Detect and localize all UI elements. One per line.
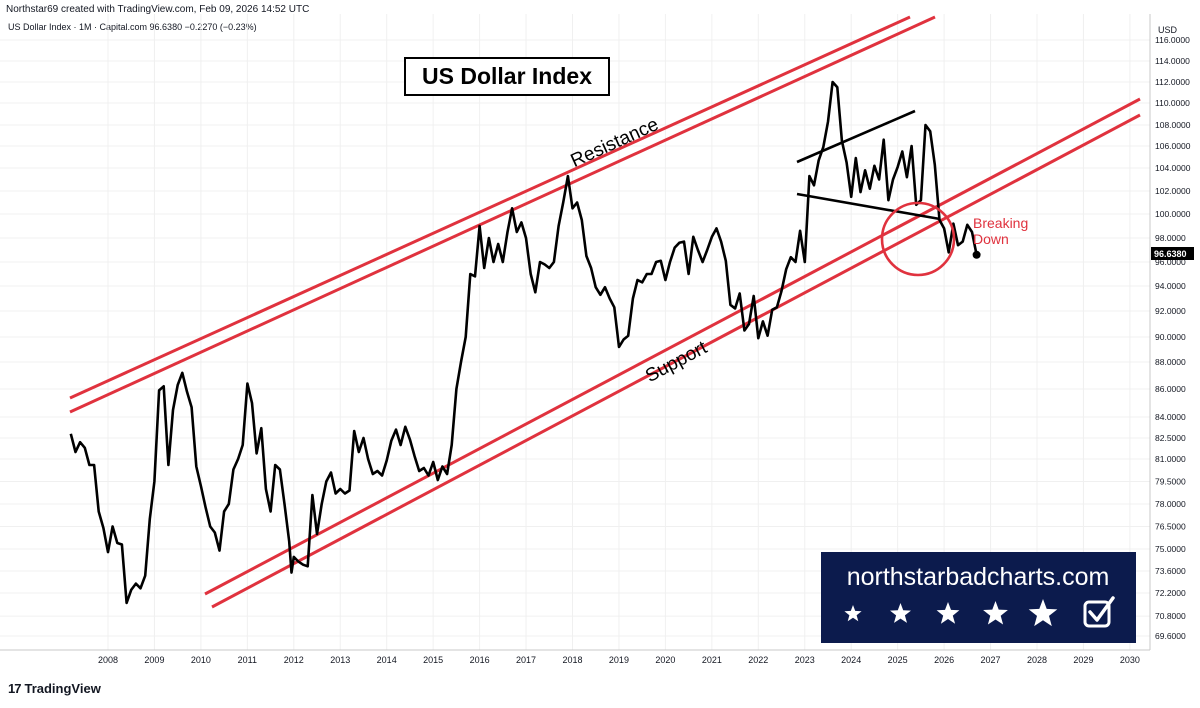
y-tick-label: 98.0000 — [1155, 233, 1186, 243]
y-tick-label: 82.5000 — [1155, 433, 1186, 443]
y-tick-label: 108.0000 — [1155, 120, 1191, 130]
y-tick-label: 86.0000 — [1155, 384, 1186, 394]
y-tick-label: 114.0000 — [1155, 56, 1190, 66]
y-tick-label: 116.0000 — [1155, 35, 1190, 45]
y-tick-label: 75.0000 — [1155, 544, 1186, 554]
x-tick-label: 2016 — [470, 655, 490, 665]
x-tick-label: 2014 — [377, 655, 397, 665]
price-axis-unit: USD — [1158, 25, 1178, 35]
y-tick-label: 110.0000 — [1155, 98, 1190, 108]
chart-axes: USD — [0, 14, 1178, 651]
chart-title: US Dollar Index — [422, 63, 592, 89]
wedge-lower-line — [796, 192, 941, 221]
last-price-tag: 96.6380 — [1151, 247, 1194, 260]
x-tick-label: 2024 — [841, 655, 861, 665]
y-tick-label: 76.5000 — [1155, 522, 1186, 532]
x-tick-label: 2029 — [1073, 655, 1093, 665]
x-tick-label: 2028 — [1027, 655, 1047, 665]
star-icon — [983, 601, 1008, 625]
checkbox-icon — [1083, 596, 1115, 628]
x-tick-label: 2011 — [238, 655, 257, 665]
wedge-lines — [796, 109, 941, 221]
resistance-line-upper — [69, 15, 911, 400]
breakdown-circle — [880, 201, 956, 277]
y-tick-label: 78.0000 — [1155, 499, 1186, 509]
wedge-upper-line — [796, 109, 916, 164]
last-price-marker — [972, 250, 981, 259]
x-tick-label: 2015 — [423, 655, 443, 665]
y-tick-label: 90.0000 — [1155, 332, 1186, 342]
time-axis-ticks: 2008 2009 2010 2011 2012 2013 2014 2015 2016 2017… — [98, 655, 1140, 665]
y-tick-label: 94.0000 — [1155, 281, 1186, 291]
y-tick-label: 69.6000 — [1155, 631, 1186, 641]
x-tick-label: 2008 — [98, 655, 118, 665]
y-tick-label: 102.0000 — [1155, 186, 1191, 196]
last-price-tag-text: 96.6380 — [1154, 249, 1187, 259]
tradingview-logo-icon: 17 — [8, 681, 22, 696]
star-icon — [1028, 599, 1058, 627]
chart-credit: Northstar69 created with TradingView.com… — [6, 4, 310, 15]
x-tick-label: 2025 — [888, 655, 908, 665]
y-tick-label: 73.6000 — [1155, 566, 1186, 576]
y-tick-label: 72.2000 — [1155, 588, 1186, 598]
resistance-channel — [69, 15, 936, 414]
resistance-line-lower — [69, 15, 936, 414]
x-tick-label: 2019 — [609, 655, 629, 665]
y-tick-label: 88.0000 — [1155, 357, 1186, 367]
x-tick-label: 2012 — [284, 655, 304, 665]
support-line-lower — [211, 113, 1141, 609]
y-tick-label: 112.0000 — [1155, 77, 1190, 87]
x-tick-label: 2026 — [934, 655, 954, 665]
x-tick-label: 2030 — [1120, 655, 1140, 665]
watermark-site: northstarbadcharts.com — [847, 563, 1110, 591]
y-tick-label: 104.0000 — [1155, 163, 1191, 173]
x-tick-label: 2023 — [795, 655, 815, 665]
symbol-info: US Dollar Index · 1M · Capital.com 96.63… — [8, 22, 257, 32]
last-price-tag-bg — [1151, 247, 1194, 260]
y-tick-label: 106.0000 — [1155, 141, 1191, 151]
x-tick-label: 2027 — [981, 655, 1001, 665]
tradingview-logo-text: TradingView — [24, 681, 101, 696]
y-tick-label: 84.0000 — [1155, 412, 1186, 422]
price-line — [69, 80, 978, 605]
x-tick-label: 2018 — [562, 655, 582, 665]
title-box-frame — [404, 57, 610, 96]
watermark-bg — [821, 552, 1136, 643]
x-tick-label: 2022 — [748, 655, 768, 665]
x-tick-label: 2009 — [144, 655, 164, 665]
y-tick-label: 100.0000 — [1155, 209, 1191, 219]
x-tick-label: 2020 — [655, 655, 675, 665]
support-channel — [204, 97, 1141, 609]
price-axis-ticks: 116.0000 114.0000 112.0000 110.0000 108.0000… — [1155, 35, 1191, 641]
y-tick-label: 92.0000 — [1155, 306, 1186, 316]
support-line-upper — [204, 97, 1141, 596]
star-icon — [844, 605, 862, 622]
x-tick-label: 2010 — [191, 655, 211, 665]
breaking-label-line1: Breaking — [973, 215, 1028, 231]
y-tick-label: 70.8000 — [1155, 611, 1186, 621]
y-tick-label: 96.0000 — [1155, 257, 1186, 267]
watermark-stars — [844, 599, 1058, 627]
tradingview-logo: 17 TradingView — [8, 681, 101, 696]
x-tick-label: 2017 — [516, 655, 536, 665]
star-icon — [890, 603, 911, 623]
y-tick-label: 81.0000 — [1155, 454, 1186, 464]
x-tick-label: 2013 — [330, 655, 350, 665]
watermark-panel: northstarbadcharts.com — [821, 552, 1136, 643]
star-icon — [936, 602, 960, 624]
x-tick-label: 2021 — [702, 655, 722, 665]
breaking-label-line2: Down — [973, 231, 1009, 247]
y-tick-label: 79.5000 — [1155, 477, 1186, 487]
chart-title-box: US Dollar Index — [404, 57, 610, 96]
